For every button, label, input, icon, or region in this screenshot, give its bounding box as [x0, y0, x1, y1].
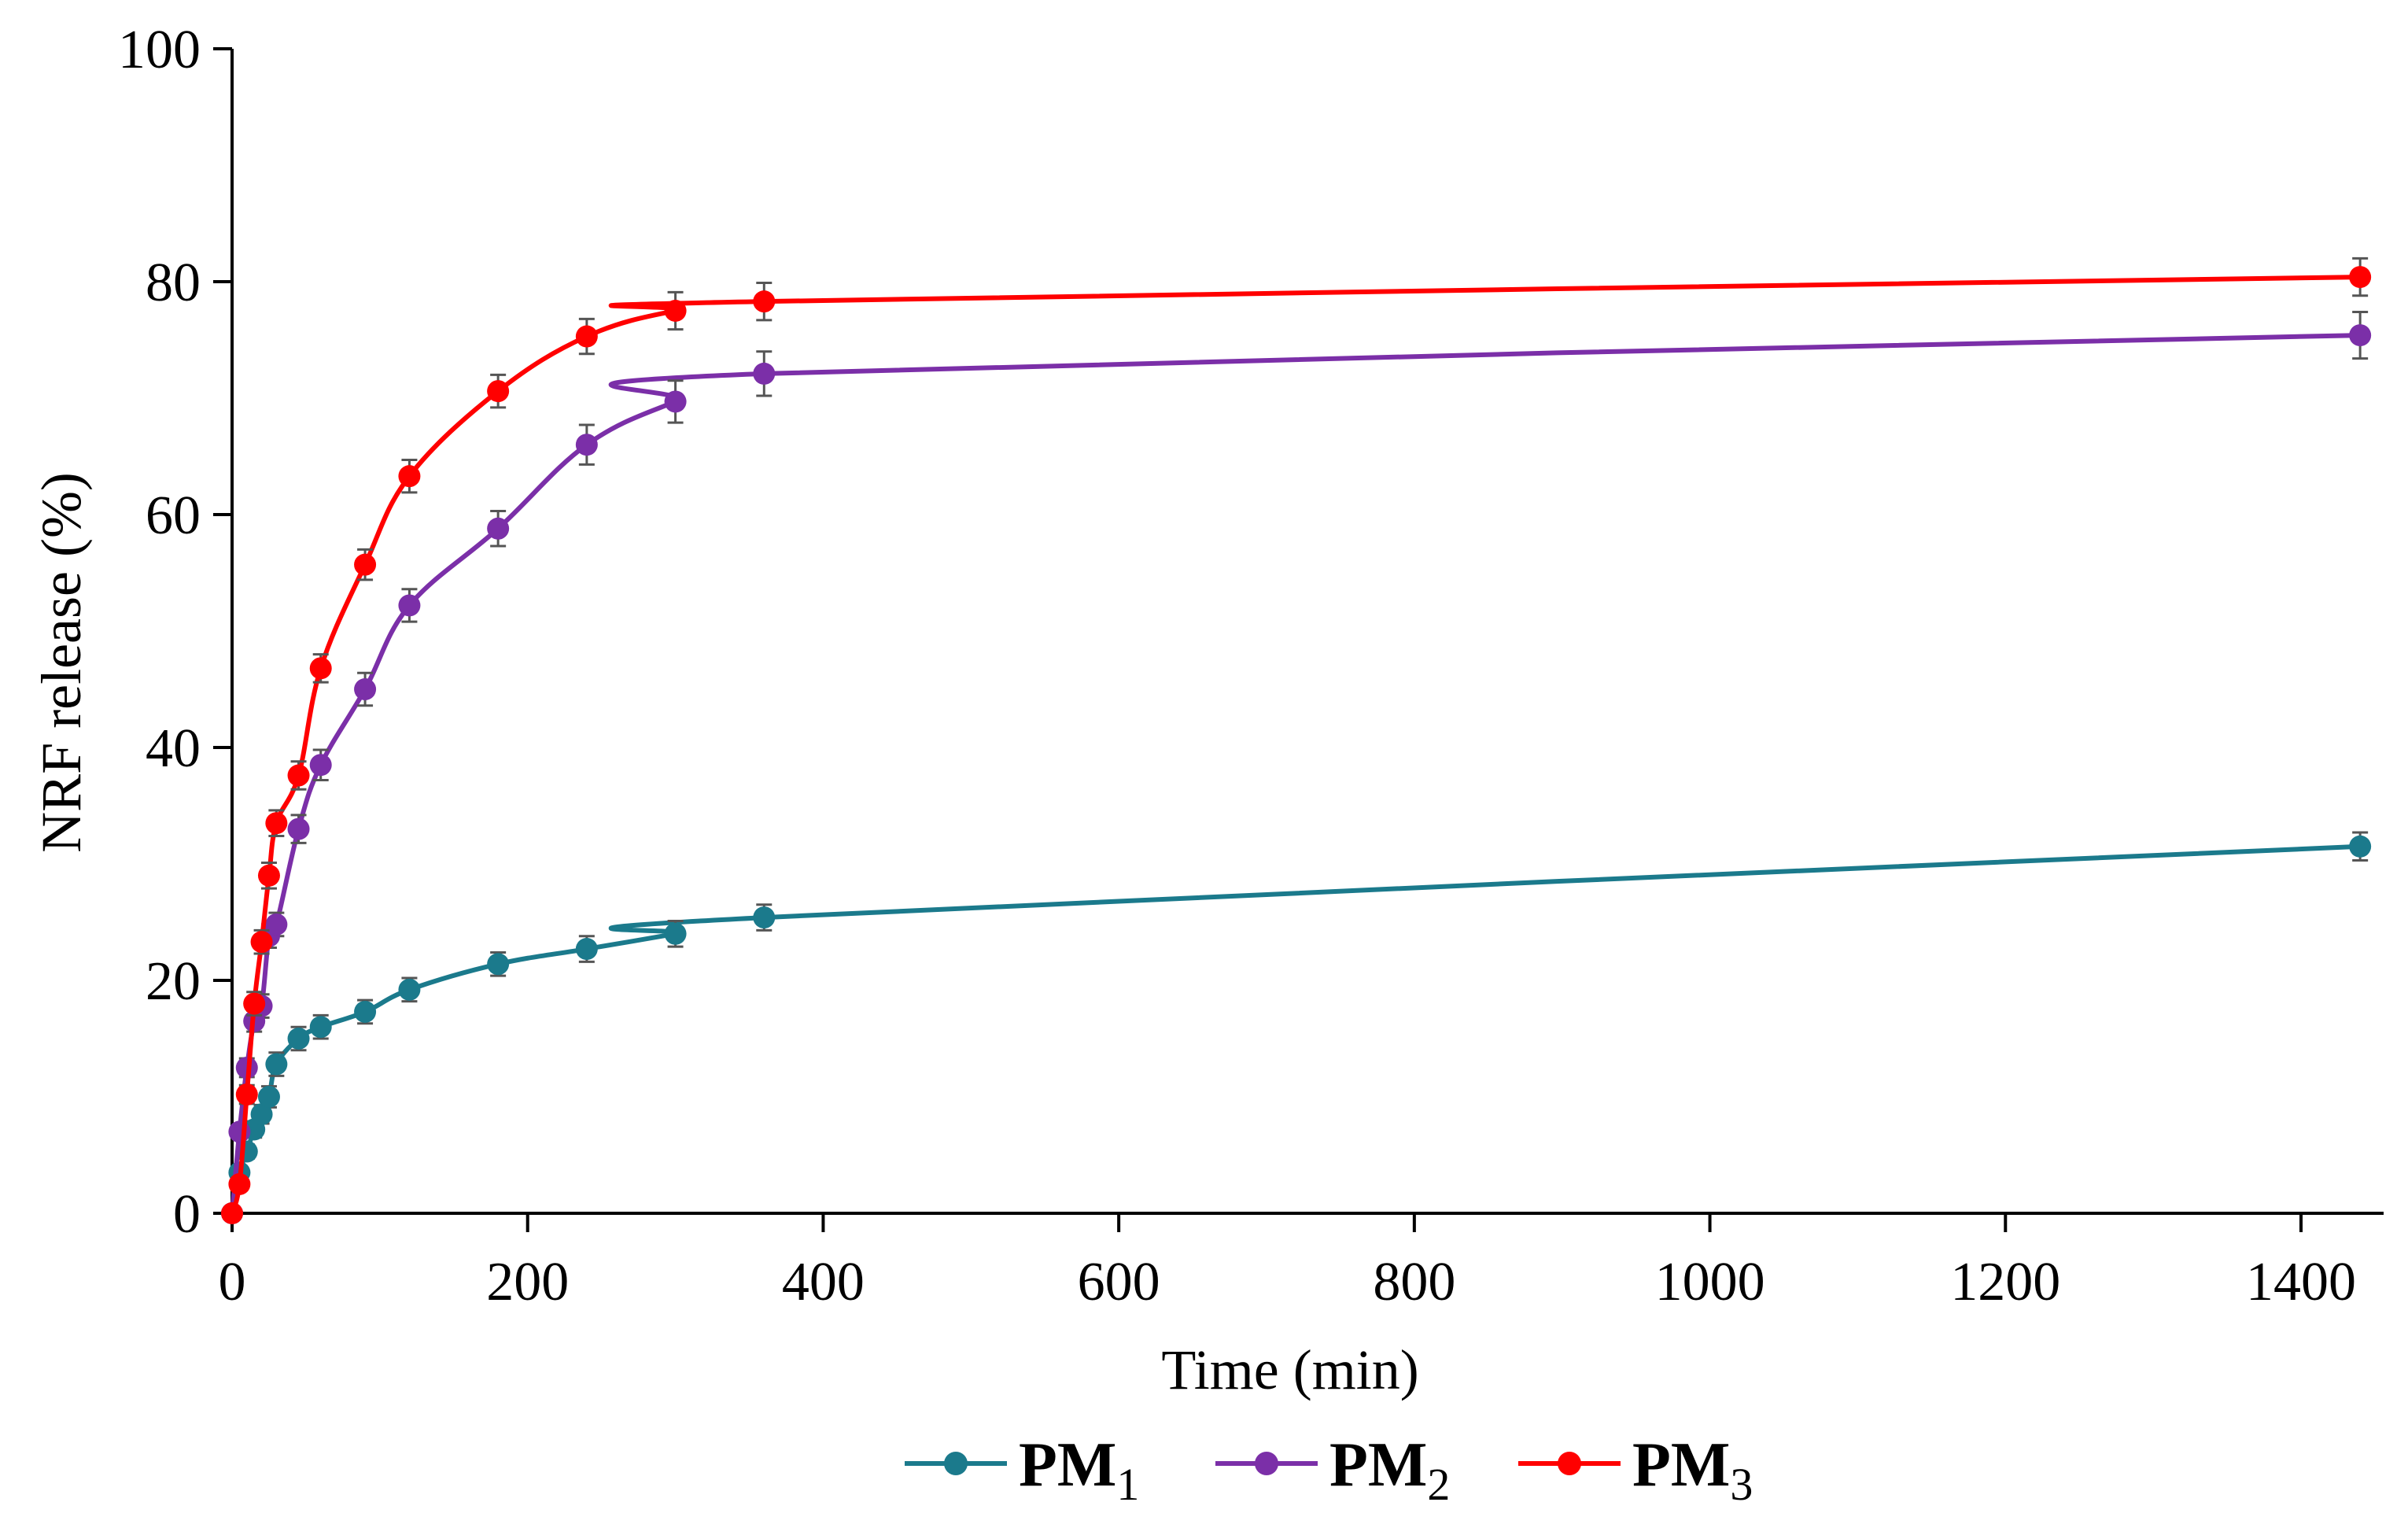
data-point	[575, 434, 598, 456]
legend-label-sub: 2	[1427, 1459, 1450, 1510]
data-point	[257, 864, 280, 887]
data-point	[664, 922, 687, 945]
data-point	[265, 812, 288, 835]
data-point	[250, 1103, 273, 1126]
x-tick-label: 800	[1373, 1252, 1455, 1312]
data-point	[2349, 324, 2372, 347]
legend-label-sub: 1	[1116, 1459, 1139, 1510]
legend-item-pm2: PM2	[1215, 1430, 1450, 1510]
series-line	[230, 275, 2361, 1214]
x-tick-label: 0	[219, 1252, 246, 1312]
x-tick-label: 1200	[1950, 1252, 2060, 1312]
data-point	[221, 1202, 243, 1224]
legend-label-main: PM	[1632, 1430, 1730, 1500]
legend-item-pm3: PM3	[1518, 1430, 1753, 1510]
legend-label-main: PM	[1329, 1430, 1427, 1500]
y-axis-title: NRF release (%)	[30, 472, 93, 853]
y-tick-label: 40	[146, 718, 201, 779]
series-pm3	[221, 257, 2372, 1224]
legend-marker	[944, 1452, 968, 1475]
data-point	[309, 657, 332, 680]
legend-label-sub: 3	[1730, 1459, 1753, 1510]
y-tick-label: 100	[118, 20, 201, 80]
data-point	[309, 1016, 332, 1039]
y-tick-label: 60	[146, 485, 201, 546]
x-axis-title: Time (min)	[1161, 1338, 1418, 1401]
data-point	[664, 300, 687, 322]
data-point	[753, 362, 776, 385]
data-point	[257, 1086, 280, 1108]
data-point	[354, 1000, 377, 1023]
legend-label: PM3	[1632, 1430, 1753, 1510]
data-point	[2349, 266, 2372, 289]
x-tick-label: 1000	[1655, 1252, 1765, 1312]
data-point	[287, 764, 310, 787]
data-point	[287, 1028, 310, 1050]
data-point	[235, 1083, 258, 1106]
x-ticks: 0 200 400 600 800 1000 1200 1400	[219, 1213, 2356, 1312]
legend-label-main: PM	[1019, 1430, 1116, 1500]
axes	[230, 49, 2384, 1215]
legend-label: PM1	[1019, 1430, 1139, 1510]
data-point	[250, 931, 273, 954]
series-pm1	[221, 831, 2372, 1224]
data-point	[265, 1053, 288, 1076]
data-point	[398, 465, 421, 488]
legend: PM1 PM2 PM3	[905, 1430, 1753, 1510]
x-tick-label: 400	[782, 1252, 865, 1312]
y-tick-label: 80	[146, 253, 201, 313]
x-tick-label: 1400	[2246, 1252, 2356, 1312]
legend-item-pm1: PM1	[905, 1430, 1139, 1510]
x-tick-label: 600	[1078, 1252, 1160, 1312]
data-point	[575, 938, 598, 961]
data-point	[753, 290, 776, 313]
data-point	[228, 1173, 251, 1195]
data-point	[2349, 835, 2372, 858]
legend-label: PM2	[1329, 1430, 1450, 1510]
series-line	[230, 333, 2361, 1214]
data-point	[753, 906, 776, 929]
data-point	[487, 380, 510, 403]
y-tick-label: 20	[146, 951, 201, 1012]
legend-marker	[1558, 1452, 1581, 1475]
data-point	[487, 517, 510, 540]
data-point	[265, 913, 288, 936]
data-point	[398, 978, 421, 1001]
series-line	[230, 843, 2361, 1214]
data-point	[287, 818, 310, 840]
data-point	[354, 553, 377, 576]
legend-marker	[1255, 1452, 1278, 1475]
data-point	[487, 953, 510, 976]
data-point	[354, 678, 377, 700]
data-point	[243, 992, 266, 1015]
data-point	[228, 1120, 251, 1143]
data-point	[575, 325, 598, 348]
series-layer	[221, 257, 2372, 1224]
y-tick-label: 0	[173, 1184, 201, 1245]
data-point	[664, 390, 687, 413]
data-point	[309, 754, 332, 777]
y-ticks: 0 20 40 60 80 100	[118, 20, 232, 1245]
series-pm2	[221, 310, 2372, 1224]
x-tick-label: 200	[486, 1252, 569, 1312]
data-point	[398, 594, 421, 617]
